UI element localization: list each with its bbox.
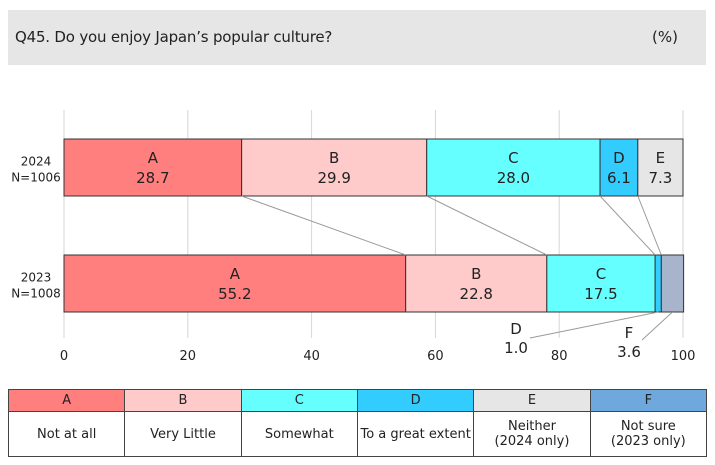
unit-label: (%) [652,28,678,46]
callout-line-D [529,311,659,339]
legend-name-B: Very Little [124,411,242,457]
legend-code-A: A [7,389,126,412]
segment-code-label: B [329,149,339,167]
x-tick-label: 20 [180,349,197,364]
bar-segment-F [660,254,685,313]
segment-value-label: 28.0 [497,169,530,187]
legend-code-D: D [356,389,475,412]
bar-segment-E [637,138,684,197]
row-label-n: N=1008 [11,287,61,301]
callout-value-D: 1.0 [504,339,528,357]
x-tick-label: 60 [427,349,444,364]
segment-code-label: C [596,265,606,283]
bar-segment-B [405,254,548,313]
segment-code-label: C [508,149,518,167]
x-tick-label: 100 [671,349,696,364]
legend-name-D: To a great extent [356,411,475,457]
bar-segment-C [546,254,656,313]
segment-code-label: D [613,149,625,167]
callout-code-F: F [625,324,634,342]
legend-name-E: Neither (2024 only) [473,411,591,457]
segment-value-label: 28.7 [136,169,169,187]
bar-segment-D [654,254,662,313]
callout-code-D: D [510,320,522,338]
row-label-n: N=1006 [11,171,61,185]
segment-value-label: 6.1 [607,169,631,187]
segment-code-label: B [471,265,481,283]
bar-segment-C [426,138,601,197]
stacked-bar-chart: 0 20 40 60 80 100 2024 N=1006 A 28.7 B 29.9 C 28.0 D 6.… [11,110,696,364]
question-header: Q45. Do you enjoy Japan’s popular cultur… [8,10,706,65]
legend-code-F: F [589,389,708,412]
row-label-year: 2023 [21,271,52,285]
connector-line [241,195,406,256]
segment-code-label: A [148,149,159,167]
legend-name-F: Not sure (2023 only) [589,411,708,457]
x-tick-label: 40 [303,349,320,364]
segment-value-label: 55.2 [218,285,251,303]
bar-segment-D [599,138,639,197]
legend-code-B: B [124,389,242,412]
legend-name-row: Not at all Very Little Somewhat To a great … [7,411,708,457]
question-title: Q45. Do you enjoy Japan’s popular cultur… [15,28,333,46]
segment-code-label: A [230,265,241,283]
connector-line [599,195,656,256]
bar-segment-A [63,138,243,197]
legend-code-E: E [473,389,591,412]
legend-name-A: Not at all [7,411,126,457]
segment-value-label: 7.3 [648,169,672,187]
callout-line-F [641,311,673,341]
x-tick-label: 80 [551,349,568,364]
row-label-year: 2024 [21,155,52,169]
legend-code-C: C [240,389,358,412]
segment-code-label: E [656,149,665,167]
segment-value-label: 22.8 [460,285,493,303]
legend-name-C: Somewhat [240,411,358,457]
x-tick-label: 0 [60,349,68,364]
connector-line [637,195,662,256]
segment-value-label: 29.9 [317,169,350,187]
bar-segment-A [63,254,407,313]
callout-value-F: 3.6 [617,343,641,361]
segment-value-label: 17.5 [584,285,617,303]
connector-line [426,195,548,256]
bar-segment-B [241,138,428,197]
